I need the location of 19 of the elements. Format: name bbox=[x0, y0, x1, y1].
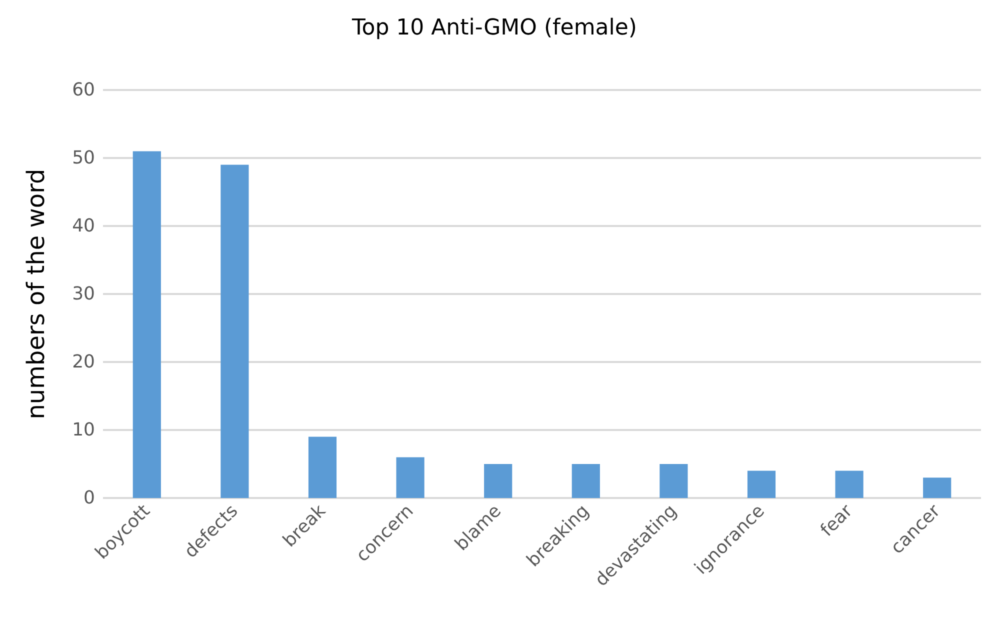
y-tick-label: 40 bbox=[72, 216, 95, 236]
bar bbox=[308, 436, 337, 498]
y-tick-label: 30 bbox=[72, 284, 95, 304]
y-tick-label: 50 bbox=[72, 148, 95, 168]
y-tick-label: 10 bbox=[72, 420, 95, 440]
bar bbox=[835, 470, 864, 498]
y-tick-label: 0 bbox=[84, 488, 95, 508]
bar bbox=[132, 151, 161, 498]
bar bbox=[396, 457, 424, 498]
bar bbox=[220, 164, 249, 498]
y-tick-label: 60 bbox=[72, 80, 95, 100]
bar bbox=[572, 464, 600, 498]
bar bbox=[747, 470, 776, 498]
bar bbox=[484, 464, 512, 498]
y-tick-label: 20 bbox=[72, 352, 95, 372]
chart-title: Top 10 Anti-GMO (female) bbox=[351, 16, 637, 40]
y-axis-title: numbers of the word bbox=[22, 168, 50, 420]
bar bbox=[923, 478, 952, 498]
bar bbox=[660, 464, 688, 498]
